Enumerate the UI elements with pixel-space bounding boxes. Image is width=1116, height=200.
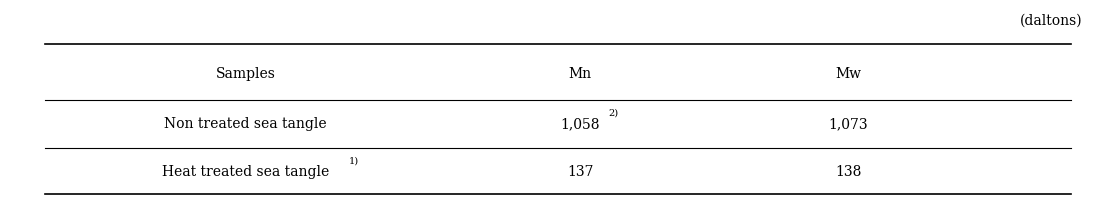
Text: 138: 138 <box>835 165 862 179</box>
Text: Samples: Samples <box>215 67 276 81</box>
Text: (daltons): (daltons) <box>1020 14 1083 28</box>
Text: 2): 2) <box>608 108 618 117</box>
Text: Mw: Mw <box>835 67 862 81</box>
Text: 1,058: 1,058 <box>560 117 600 131</box>
Text: Heat treated sea tangle: Heat treated sea tangle <box>162 165 329 179</box>
Text: 137: 137 <box>567 165 594 179</box>
Text: 1): 1) <box>349 156 359 166</box>
Text: Mn: Mn <box>569 67 591 81</box>
Text: 1,073: 1,073 <box>828 117 868 131</box>
Text: Non treated sea tangle: Non treated sea tangle <box>164 117 327 131</box>
